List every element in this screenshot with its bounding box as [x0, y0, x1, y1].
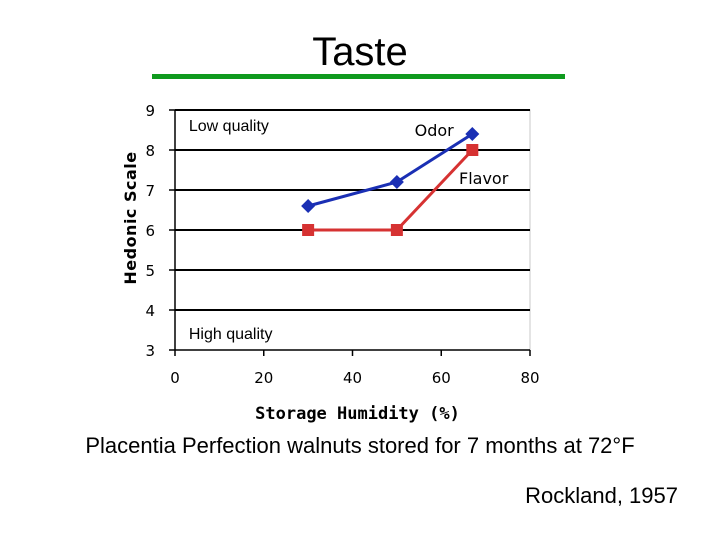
y-tick-label: 6 — [145, 222, 155, 240]
series-label-odor: Odor — [415, 121, 455, 140]
y-tick-label: 9 — [145, 102, 155, 120]
x-tick-label: 20 — [254, 369, 273, 387]
series-group — [301, 127, 480, 236]
y-tick-label: 8 — [145, 142, 155, 160]
data-point-flavor — [466, 144, 479, 156]
data-point-flavor — [302, 224, 315, 236]
chart-labels: Storage Humidity (%) Hedonic Scale Low qua… — [121, 118, 509, 424]
x-tick-label: 0 — [170, 369, 180, 387]
data-point-odor — [465, 127, 480, 141]
y-tick-label: 5 — [145, 262, 155, 280]
y-tick-label: 7 — [145, 182, 155, 200]
data-point-odor — [301, 199, 316, 213]
title-underline — [152, 74, 565, 79]
tick-labels: 3 4 5 6 7 8 9 0 20 40 60 80 — [145, 102, 539, 387]
y-axis-title: Hedonic Scale — [121, 151, 140, 284]
x-tick-label: 60 — [432, 369, 451, 387]
annotation-high-quality: High quality — [189, 326, 273, 343]
x-tick-label: 80 — [520, 369, 539, 387]
figure-caption: Placentia Perfection walnuts stored for … — [85, 433, 635, 458]
slide-title: Taste — [312, 30, 408, 74]
data-point-flavor — [390, 224, 403, 236]
y-tick-label: 3 — [145, 342, 155, 360]
data-point-odor — [389, 175, 404, 189]
series-label-flavor: Flavor — [459, 169, 509, 188]
y-tick-label: 4 — [145, 302, 155, 320]
x-axis-title: Storage Humidity (%) — [255, 404, 460, 424]
x-tick-label: 40 — [343, 369, 362, 387]
axes — [169, 109, 531, 356]
source-credit: Rockland, 1957 — [525, 483, 678, 508]
annotation-low-quality: Low quality — [189, 118, 269, 135]
